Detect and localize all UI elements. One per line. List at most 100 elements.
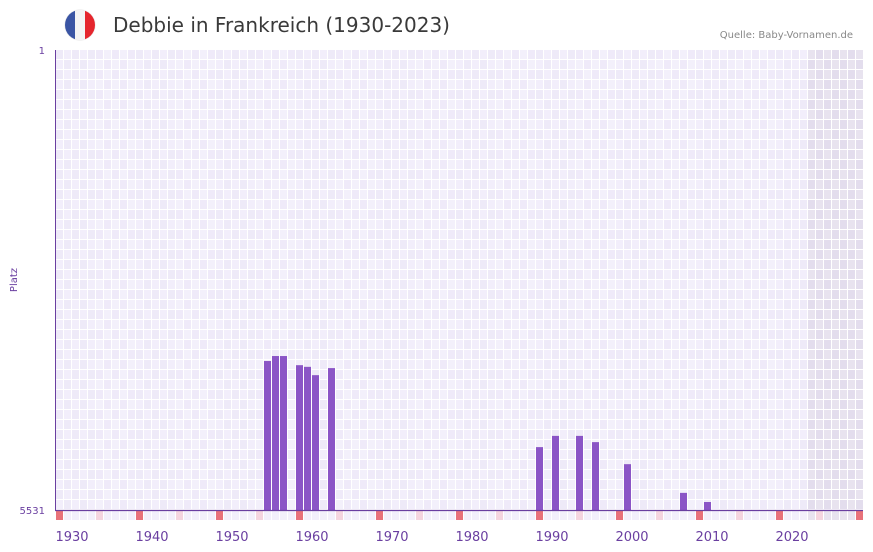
grid-cell xyxy=(424,400,431,409)
x-tick-label: 2000 xyxy=(615,530,648,545)
grid-cell xyxy=(128,390,135,399)
grid-cell xyxy=(384,210,391,219)
grid-cell xyxy=(640,370,647,379)
grid-cell xyxy=(424,480,431,489)
grid-cell xyxy=(120,200,127,209)
grid-cell xyxy=(408,160,415,169)
grid-cell xyxy=(816,250,823,259)
grid-cell xyxy=(56,290,63,299)
grid-cell xyxy=(768,340,775,349)
grid-cell xyxy=(816,130,823,139)
grid-cell xyxy=(416,370,423,379)
grid-cell xyxy=(432,140,439,149)
grid-cell xyxy=(304,220,311,229)
grid-cell xyxy=(488,200,495,209)
grid-cell xyxy=(840,300,847,309)
grid-cell xyxy=(456,350,463,359)
grid-cell xyxy=(176,230,183,239)
france-flag-icon xyxy=(65,10,95,40)
grid-cell xyxy=(440,450,447,459)
grid-cell xyxy=(816,490,823,499)
grid-cell xyxy=(88,320,95,329)
grid-cell xyxy=(224,200,231,209)
grid-cell xyxy=(368,120,375,129)
year-marker xyxy=(712,511,719,520)
grid-cell xyxy=(272,150,279,159)
grid-cell xyxy=(856,370,863,379)
grid-cell xyxy=(104,480,111,489)
grid-cell xyxy=(576,310,583,319)
grid-cell xyxy=(520,320,527,329)
grid-cell xyxy=(320,240,327,249)
bar-1990 xyxy=(536,447,543,510)
grid-cell xyxy=(704,250,711,259)
grid-cell xyxy=(248,340,255,349)
grid-cell xyxy=(584,190,591,199)
grid-cell xyxy=(392,130,399,139)
grid-cell xyxy=(272,110,279,119)
grid-cell xyxy=(776,230,783,239)
grid-cell xyxy=(72,190,79,199)
grid-cell xyxy=(248,260,255,269)
grid-cell xyxy=(800,150,807,159)
grid-cell xyxy=(160,220,167,229)
grid-cell xyxy=(56,270,63,279)
grid-cell xyxy=(368,70,375,79)
grid-cell xyxy=(352,390,359,399)
grid-cell xyxy=(280,280,287,289)
grid-cell xyxy=(424,220,431,229)
grid-cell xyxy=(312,310,319,319)
grid-cell xyxy=(288,470,295,479)
grid-cell xyxy=(440,120,447,129)
grid-cell xyxy=(672,360,679,369)
grid-cell xyxy=(608,450,615,459)
grid-cell xyxy=(520,490,527,499)
grid-cell xyxy=(120,380,127,389)
grid-cell xyxy=(320,150,327,159)
grid-cell xyxy=(728,300,735,309)
grid-cell xyxy=(768,60,775,69)
grid-cell xyxy=(632,80,639,89)
grid-cell xyxy=(256,320,263,329)
grid-cell xyxy=(784,240,791,249)
grid-cell xyxy=(504,100,511,109)
grid-cell xyxy=(720,350,727,359)
grid-cell xyxy=(248,170,255,179)
grid-cell xyxy=(312,130,319,139)
grid-cell xyxy=(64,180,71,189)
grid-cell xyxy=(568,70,575,79)
grid-cell xyxy=(688,380,695,389)
grid-cell xyxy=(632,300,639,309)
grid-cell xyxy=(800,170,807,179)
grid-cell xyxy=(392,110,399,119)
grid-cell xyxy=(472,320,479,329)
grid-cell xyxy=(824,260,831,269)
grid-cell xyxy=(832,70,839,79)
grid-cell xyxy=(808,450,815,459)
grid-cell xyxy=(640,120,647,129)
grid-cell xyxy=(216,430,223,439)
grid-cell xyxy=(816,350,823,359)
grid-cell xyxy=(792,290,799,299)
grid-cell xyxy=(600,290,607,299)
grid-cell xyxy=(96,360,103,369)
grid-cell xyxy=(768,130,775,139)
grid-cell xyxy=(288,180,295,189)
grid-cell xyxy=(376,360,383,369)
grid-cell xyxy=(64,290,71,299)
grid-cell xyxy=(224,470,231,479)
grid-cell xyxy=(856,350,863,359)
grid-cell xyxy=(464,280,471,289)
grid-cell xyxy=(376,90,383,99)
grid-cell xyxy=(680,170,687,179)
grid-cell xyxy=(736,500,743,509)
grid-cell xyxy=(400,160,407,169)
grid-cell xyxy=(776,120,783,129)
grid-cell xyxy=(112,460,119,469)
grid-cell xyxy=(176,170,183,179)
grid-cell xyxy=(664,70,671,79)
grid-cell xyxy=(560,340,567,349)
grid-cell xyxy=(288,440,295,449)
grid-cell xyxy=(616,280,623,289)
grid-cell xyxy=(520,200,527,209)
